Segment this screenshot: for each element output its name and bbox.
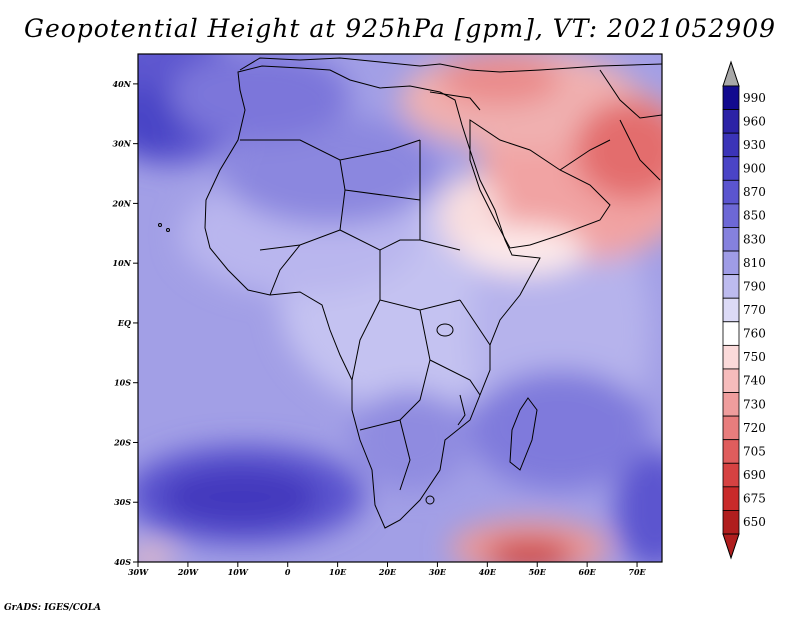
colorbar-swatch xyxy=(722,297,740,323)
colorbar-swatch xyxy=(722,510,740,535)
colorbar-level-label: 730 xyxy=(743,397,766,411)
colorbar-under-triangle xyxy=(722,533,740,560)
coastlines-and-borders xyxy=(158,57,662,529)
colorbar-level-label: 705 xyxy=(743,444,766,458)
lon-tick-label: 10W xyxy=(228,567,249,577)
colorbar-level-label: 650 xyxy=(743,515,766,529)
colorbar-over-triangle xyxy=(722,60,740,87)
lon-tick-label: 20W xyxy=(177,567,199,577)
colorbar-swatch xyxy=(722,85,740,110)
lon-tick-label: 60E xyxy=(579,567,597,577)
colorbar-swatch xyxy=(722,109,740,134)
lat-tick-label: 10N xyxy=(113,258,132,268)
colorbar-level-label: 900 xyxy=(743,162,766,176)
colorbar-swatch xyxy=(722,344,740,370)
colorbar-level-label: 750 xyxy=(743,350,766,364)
colorbar-swatch xyxy=(722,392,740,417)
colorbar-level-label: 810 xyxy=(743,256,766,270)
lat-tick-label: EQ xyxy=(117,318,131,328)
lon-tick-label: 10E xyxy=(329,567,347,577)
colorbar-swatch xyxy=(722,250,740,276)
colorbar-swatch xyxy=(722,274,740,299)
lat-tick-label: 40N xyxy=(113,79,132,89)
height-shading xyxy=(138,54,662,562)
colorbar-swatch xyxy=(722,132,740,158)
colorbar-level-label: 790 xyxy=(743,279,766,293)
map-frame xyxy=(137,53,663,563)
colorbar-level-label: 850 xyxy=(743,209,766,223)
lon-tick-label: 30E xyxy=(429,567,447,577)
colorbar-swatch xyxy=(722,439,740,464)
lat-tick-label: 40S xyxy=(114,557,131,567)
longitude-axis: 30W 20W 10W 0 10E 20E 30E 40E 50E 60E 70E xyxy=(128,562,647,577)
colorbar-swatch xyxy=(722,462,740,488)
lat-tick-label: 20S xyxy=(113,437,131,447)
colorbar-level-label: 990 xyxy=(743,91,766,105)
colorbar-level-label: 675 xyxy=(743,492,766,506)
chart-title: Geopotential Height at 925hPa [gpm], VT:… xyxy=(23,14,777,43)
lon-tick-label: 40E xyxy=(479,567,497,577)
lon-tick-label: 30W xyxy=(128,567,149,577)
colorbar-swatch xyxy=(722,486,740,511)
lat-tick-label: 30N xyxy=(113,139,132,149)
lat-tick-label: 30S xyxy=(114,497,131,507)
lat-tick-label: 20N xyxy=(112,198,132,208)
lon-tick-label: 70E xyxy=(628,567,646,577)
colorbar-swatch xyxy=(722,227,740,252)
lon-tick-label: 0 xyxy=(285,567,291,577)
colorbar-swatch xyxy=(722,368,740,393)
colorbar-swatch xyxy=(722,321,740,346)
lat-tick-label: 10S xyxy=(114,378,131,388)
colorbar-level-label: 740 xyxy=(743,374,766,388)
colorbar-swatch xyxy=(722,203,740,228)
lon-tick-label: 20E xyxy=(378,567,397,577)
colorbar-level-label: 690 xyxy=(743,468,766,482)
colorbar-level-label: 930 xyxy=(743,138,766,152)
latitude-axis: 40N 30N 20N 10N EQ 10S 20S 30S 40S xyxy=(112,79,138,567)
colorbar-level-label: 760 xyxy=(743,327,766,341)
colorbar-swatch xyxy=(722,179,740,205)
map-panel xyxy=(138,54,662,562)
colorbar-level-label: 770 xyxy=(743,303,766,317)
colorbar-level-label: 960 xyxy=(743,114,766,128)
colorbar-level-label: 870 xyxy=(743,185,766,199)
colorbar-swatch xyxy=(722,415,740,441)
colorbar: 990 960 930 900 870 850 830 810 790 770 760 750 740 7… xyxy=(722,60,766,560)
grads-credit: GrADS: IGES/COLA xyxy=(4,603,102,613)
colorbar-swatch xyxy=(722,156,740,181)
colorbar-level-label: 830 xyxy=(743,232,766,246)
colorbar-level-label: 720 xyxy=(743,421,766,435)
lon-tick-label: 50E xyxy=(529,567,547,577)
